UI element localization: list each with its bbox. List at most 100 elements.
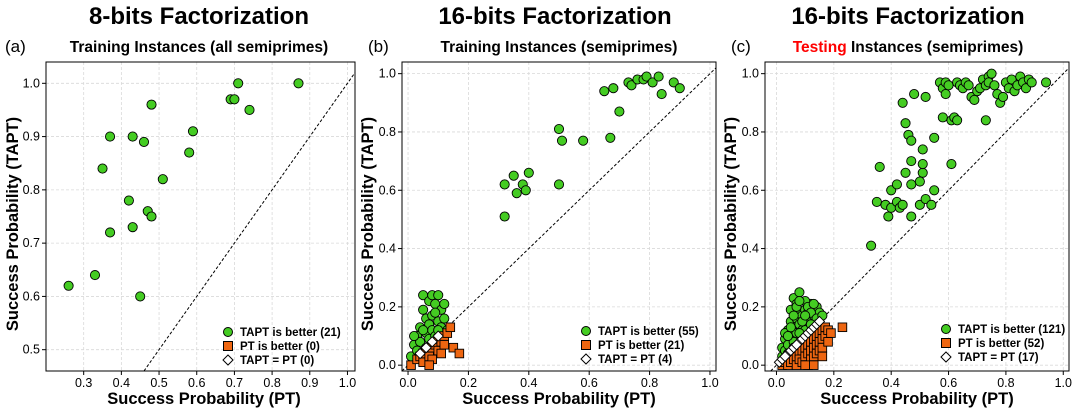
tapt-better-point — [906, 179, 917, 190]
legend-pt-marker — [581, 340, 591, 350]
tapt-better-point — [605, 132, 616, 143]
y-tick-label: 0.2 — [379, 300, 396, 314]
tapt-better-point — [123, 195, 134, 206]
tapt-better-point — [900, 118, 911, 129]
tapt-better-point — [415, 336, 426, 347]
tapt-better-point — [897, 97, 908, 108]
tapt-better-point — [229, 94, 240, 105]
pt-better-point — [809, 360, 819, 370]
x-tick-label: 0.3 — [75, 376, 92, 390]
tapt-better-point — [891, 179, 902, 190]
legend-eq-label: TAPT = PT (0) — [240, 355, 314, 367]
y-tick-label: 0.8 — [379, 125, 396, 139]
x-tick-label: 0.4 — [113, 376, 130, 390]
legend-pt-marker — [223, 341, 233, 351]
y-tick-label: 0.6 — [379, 183, 396, 197]
tapt-equals-pt-point — [432, 330, 444, 342]
panel-b-ylabel: Success Probability (TAPT) — [359, 117, 377, 331]
tapt-equals-pt-point — [426, 336, 438, 348]
tapt-better-point — [866, 240, 877, 251]
tapt-better-point — [523, 167, 534, 178]
diagonal-line — [143, 72, 356, 372]
panel-c-title: 16-bits Factorization — [791, 3, 1024, 30]
tapt-equals-pt-point — [779, 350, 791, 363]
pt-better-point — [406, 360, 416, 370]
tapt-equals-pt-point — [420, 342, 432, 354]
tapt-better-point — [914, 176, 925, 187]
tapt-better-point — [788, 310, 799, 321]
pt-better-point — [837, 322, 848, 333]
tapt-better-point — [668, 77, 679, 88]
y-tick-label: 0.5 — [23, 343, 40, 357]
tapt-better-point — [997, 91, 1009, 103]
tapt-better-point — [105, 131, 116, 142]
pt-better-point — [436, 348, 447, 359]
tapt-equals-pt-point — [790, 339, 803, 351]
tapt-better-point — [430, 307, 441, 318]
panel-c-ylabel: Success Probability (TAPT) — [722, 117, 740, 331]
tapt-better-point — [656, 89, 667, 100]
y-tick-label: 0.8 — [742, 125, 759, 139]
legend-eq-marker — [580, 353, 592, 365]
x-tick-label: 0.4 — [520, 376, 537, 390]
tapt-better-point — [608, 83, 619, 94]
plot-frame — [764, 61, 1070, 372]
tapt-better-point — [89, 270, 101, 281]
tapt-better-point — [937, 112, 948, 123]
tapt-better-point — [63, 280, 74, 291]
x-tick-label: 0.9 — [301, 376, 318, 390]
tapt-better-point — [138, 136, 150, 147]
legend-tapt-label: TAPT is better (21) — [240, 327, 341, 339]
tapt-better-point — [508, 170, 519, 181]
x-tick-label: 0.2 — [460, 376, 477, 390]
tapt-better-point — [883, 211, 894, 222]
x-tick-label: 0.2 — [825, 376, 842, 390]
tapt-better-point — [952, 115, 963, 126]
tapt-better-point — [433, 290, 444, 301]
legend-eq-marker — [222, 354, 234, 366]
panel-b-subtitle-text: Training Instances (semiprimes) — [441, 39, 678, 56]
tapt-better-point — [97, 163, 108, 174]
tapt-better-point — [418, 304, 429, 315]
tapt-better-point — [906, 156, 917, 167]
legend-eq-marker — [940, 351, 952, 363]
tapt-better-point — [520, 185, 531, 196]
y-tick-label: 0.9 — [23, 130, 40, 144]
panel-b: 16-bits Factorization (b) Training Insta… — [359, 3, 719, 408]
pt-better-point — [445, 322, 456, 333]
panel-c: 16-bits Factorization (c) Testing Instan… — [722, 3, 1072, 408]
tapt-better-point — [674, 83, 685, 94]
legend-tapt-label: TAPT is better (55) — [598, 326, 699, 338]
tapt-better-point — [146, 211, 157, 222]
legend-tapt-marker — [581, 326, 591, 336]
panel-c-plot: 0.0 0.2 0.4 0.6 0.8 1.0 0.0 0.2 0.4 0.6 0.8 1.0 — [742, 61, 1072, 390]
tapt-better-point — [917, 144, 928, 155]
tapt-better-point — [653, 71, 664, 82]
tapt-better-point — [943, 80, 954, 91]
pt-better-point — [439, 340, 450, 350]
panel-a-legend: TAPT is better (21) PT is better (0) TAP… — [222, 327, 341, 367]
y-tick-label: 0.8 — [23, 183, 40, 197]
panel-b-legend: TAPT is better (55) PT is better (21) TA… — [580, 326, 699, 366]
tapt-better-point — [511, 188, 522, 199]
tapt-better-point — [906, 211, 917, 222]
legend-pt-label: PT is better (52) — [958, 338, 1044, 350]
tapt-better-point — [920, 91, 931, 103]
pt-better-point — [424, 360, 434, 370]
x-tick-label: 0.6 — [188, 376, 205, 390]
tapt-better-point — [157, 174, 168, 185]
panel-c-label: (c) — [731, 37, 751, 56]
tapt-better-point — [599, 86, 610, 97]
plot-frame — [45, 61, 356, 372]
tapt-better-point — [135, 291, 146, 302]
tapt-better-point — [874, 161, 885, 172]
x-tick-label: 0.6 — [940, 376, 957, 390]
panel-c-xlabel: Success Probability (PT) — [820, 390, 1013, 408]
x-tick-label: 0.0 — [399, 376, 416, 390]
tapt-better-point — [926, 199, 937, 210]
diagonal-line — [401, 67, 717, 372]
tapt-better-point — [871, 196, 882, 207]
legend-tapt-marker — [941, 324, 951, 334]
panel-a-title: 8-bits Factorization — [89, 3, 309, 30]
